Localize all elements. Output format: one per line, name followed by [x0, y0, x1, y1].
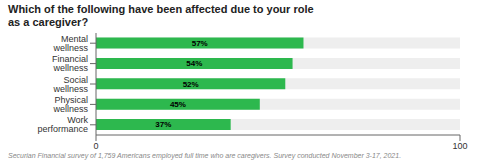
svg-text:37%: 37%: [155, 120, 171, 129]
svg-text:Financialwellness: Financialwellness: [52, 54, 89, 73]
svg-text:Socialwellness: Socialwellness: [52, 75, 88, 94]
svg-text:54%: 54%: [186, 59, 202, 68]
svg-text:100: 100: [452, 141, 467, 151]
svg-text:0: 0: [93, 141, 98, 151]
svg-text:Workperformance: Workperformance: [37, 115, 88, 134]
svg-text:Mentalwellness: Mentalwellness: [52, 34, 88, 53]
html-text:as a caregiver?: as a caregiver?: [8, 16, 89, 28]
svg-text:45%: 45%: [170, 100, 186, 109]
svg-text:Physicalwellness: Physicalwellness: [52, 95, 88, 114]
svg-text:57%: 57%: [192, 39, 208, 48]
html-text:Which of the following have be: Which of the following have been affecte…: [8, 3, 314, 15]
svg-text:52%: 52%: [183, 80, 199, 89]
html-text:Securian Financial survey of 1: Securian Financial survey of 1,759 Ameri…: [8, 152, 402, 159]
